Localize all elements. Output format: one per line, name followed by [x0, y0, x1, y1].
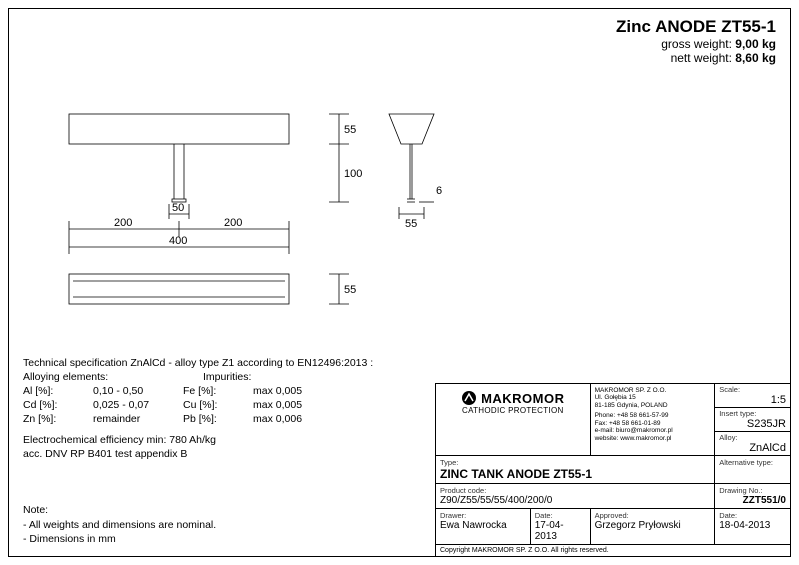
header: Zinc ANODE ZT55-1 gross weight: 9,00 kg … [616, 17, 776, 65]
dim-6: 6 [436, 185, 442, 197]
spec-line: Technical specification ZnAlCd - alloy t… [23, 356, 373, 370]
logo-icon [461, 390, 477, 406]
dim-400: 400 [169, 235, 187, 247]
address-cell: MAKROMOR SP. Z O.O. Ul. Gołębia 15 81-18… [591, 384, 716, 455]
alloy-header: Alloying elements: [23, 370, 203, 384]
technical-drawing: 55 100 50 200 200 400 6 55 [39, 89, 479, 359]
product-code: Z90/Z55/55/55/400/200/0 [440, 495, 710, 506]
dim-200-r: 200 [224, 217, 242, 229]
dim-50: 50 [172, 202, 184, 214]
dim-55-top: 55 [344, 124, 356, 136]
efficiency-1: Electrochemical efficiency min: 780 Ah/k… [23, 433, 373, 447]
right-column: Scale:1:5 Insert type:S235JR Alloy:ZnAlC… [715, 384, 790, 455]
efficiency-2: acc. DNV RP B401 test appendix B [23, 447, 373, 461]
title-block: MAKROMOR CATHODIC PROTECTION MAKROMOR SP… [435, 383, 790, 556]
dim-100: 100 [344, 168, 362, 180]
dim-55-bot: 55 [344, 284, 356, 296]
drawing-title: Zinc ANODE ZT55-1 [616, 17, 776, 37]
logo-cell: MAKROMOR CATHODIC PROTECTION [436, 384, 591, 455]
drawing-frame: Zinc ANODE ZT55-1 gross weight: 9,00 kg … [8, 8, 791, 557]
impurities-header: Impurities: [203, 370, 251, 384]
nett-weight: nett weight: 8,60 kg [616, 51, 776, 65]
tech-spec: Technical specification ZnAlCd - alloy t… [23, 356, 373, 461]
copyright: Copyright MAKROMOR SP. Z O.O. All rights… [436, 545, 790, 556]
note-block: Note: - All weights and dimensions are n… [23, 503, 216, 546]
gross-weight: gross weight: 9,00 kg [616, 37, 776, 51]
type-value: ZINC TANK ANODE ZT55-1 [440, 467, 710, 481]
dim-55-side: 55 [405, 218, 417, 230]
dim-200-l: 200 [114, 217, 132, 229]
